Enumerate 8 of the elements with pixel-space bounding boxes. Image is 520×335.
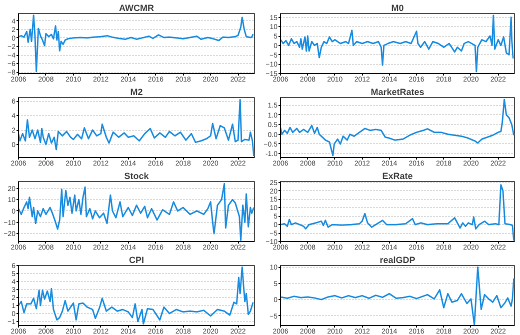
chart-title: MarketRates (370, 87, 424, 97)
chart-title: realGDP (380, 255, 416, 265)
chart-title: Stock (124, 171, 150, 181)
chart-title: M2 (130, 87, 143, 97)
chart-title: M0 (391, 3, 404, 13)
chart-title: ExRate (382, 171, 413, 181)
chart-title: AWCMR (119, 3, 154, 13)
chart-title: CPI (129, 255, 144, 265)
